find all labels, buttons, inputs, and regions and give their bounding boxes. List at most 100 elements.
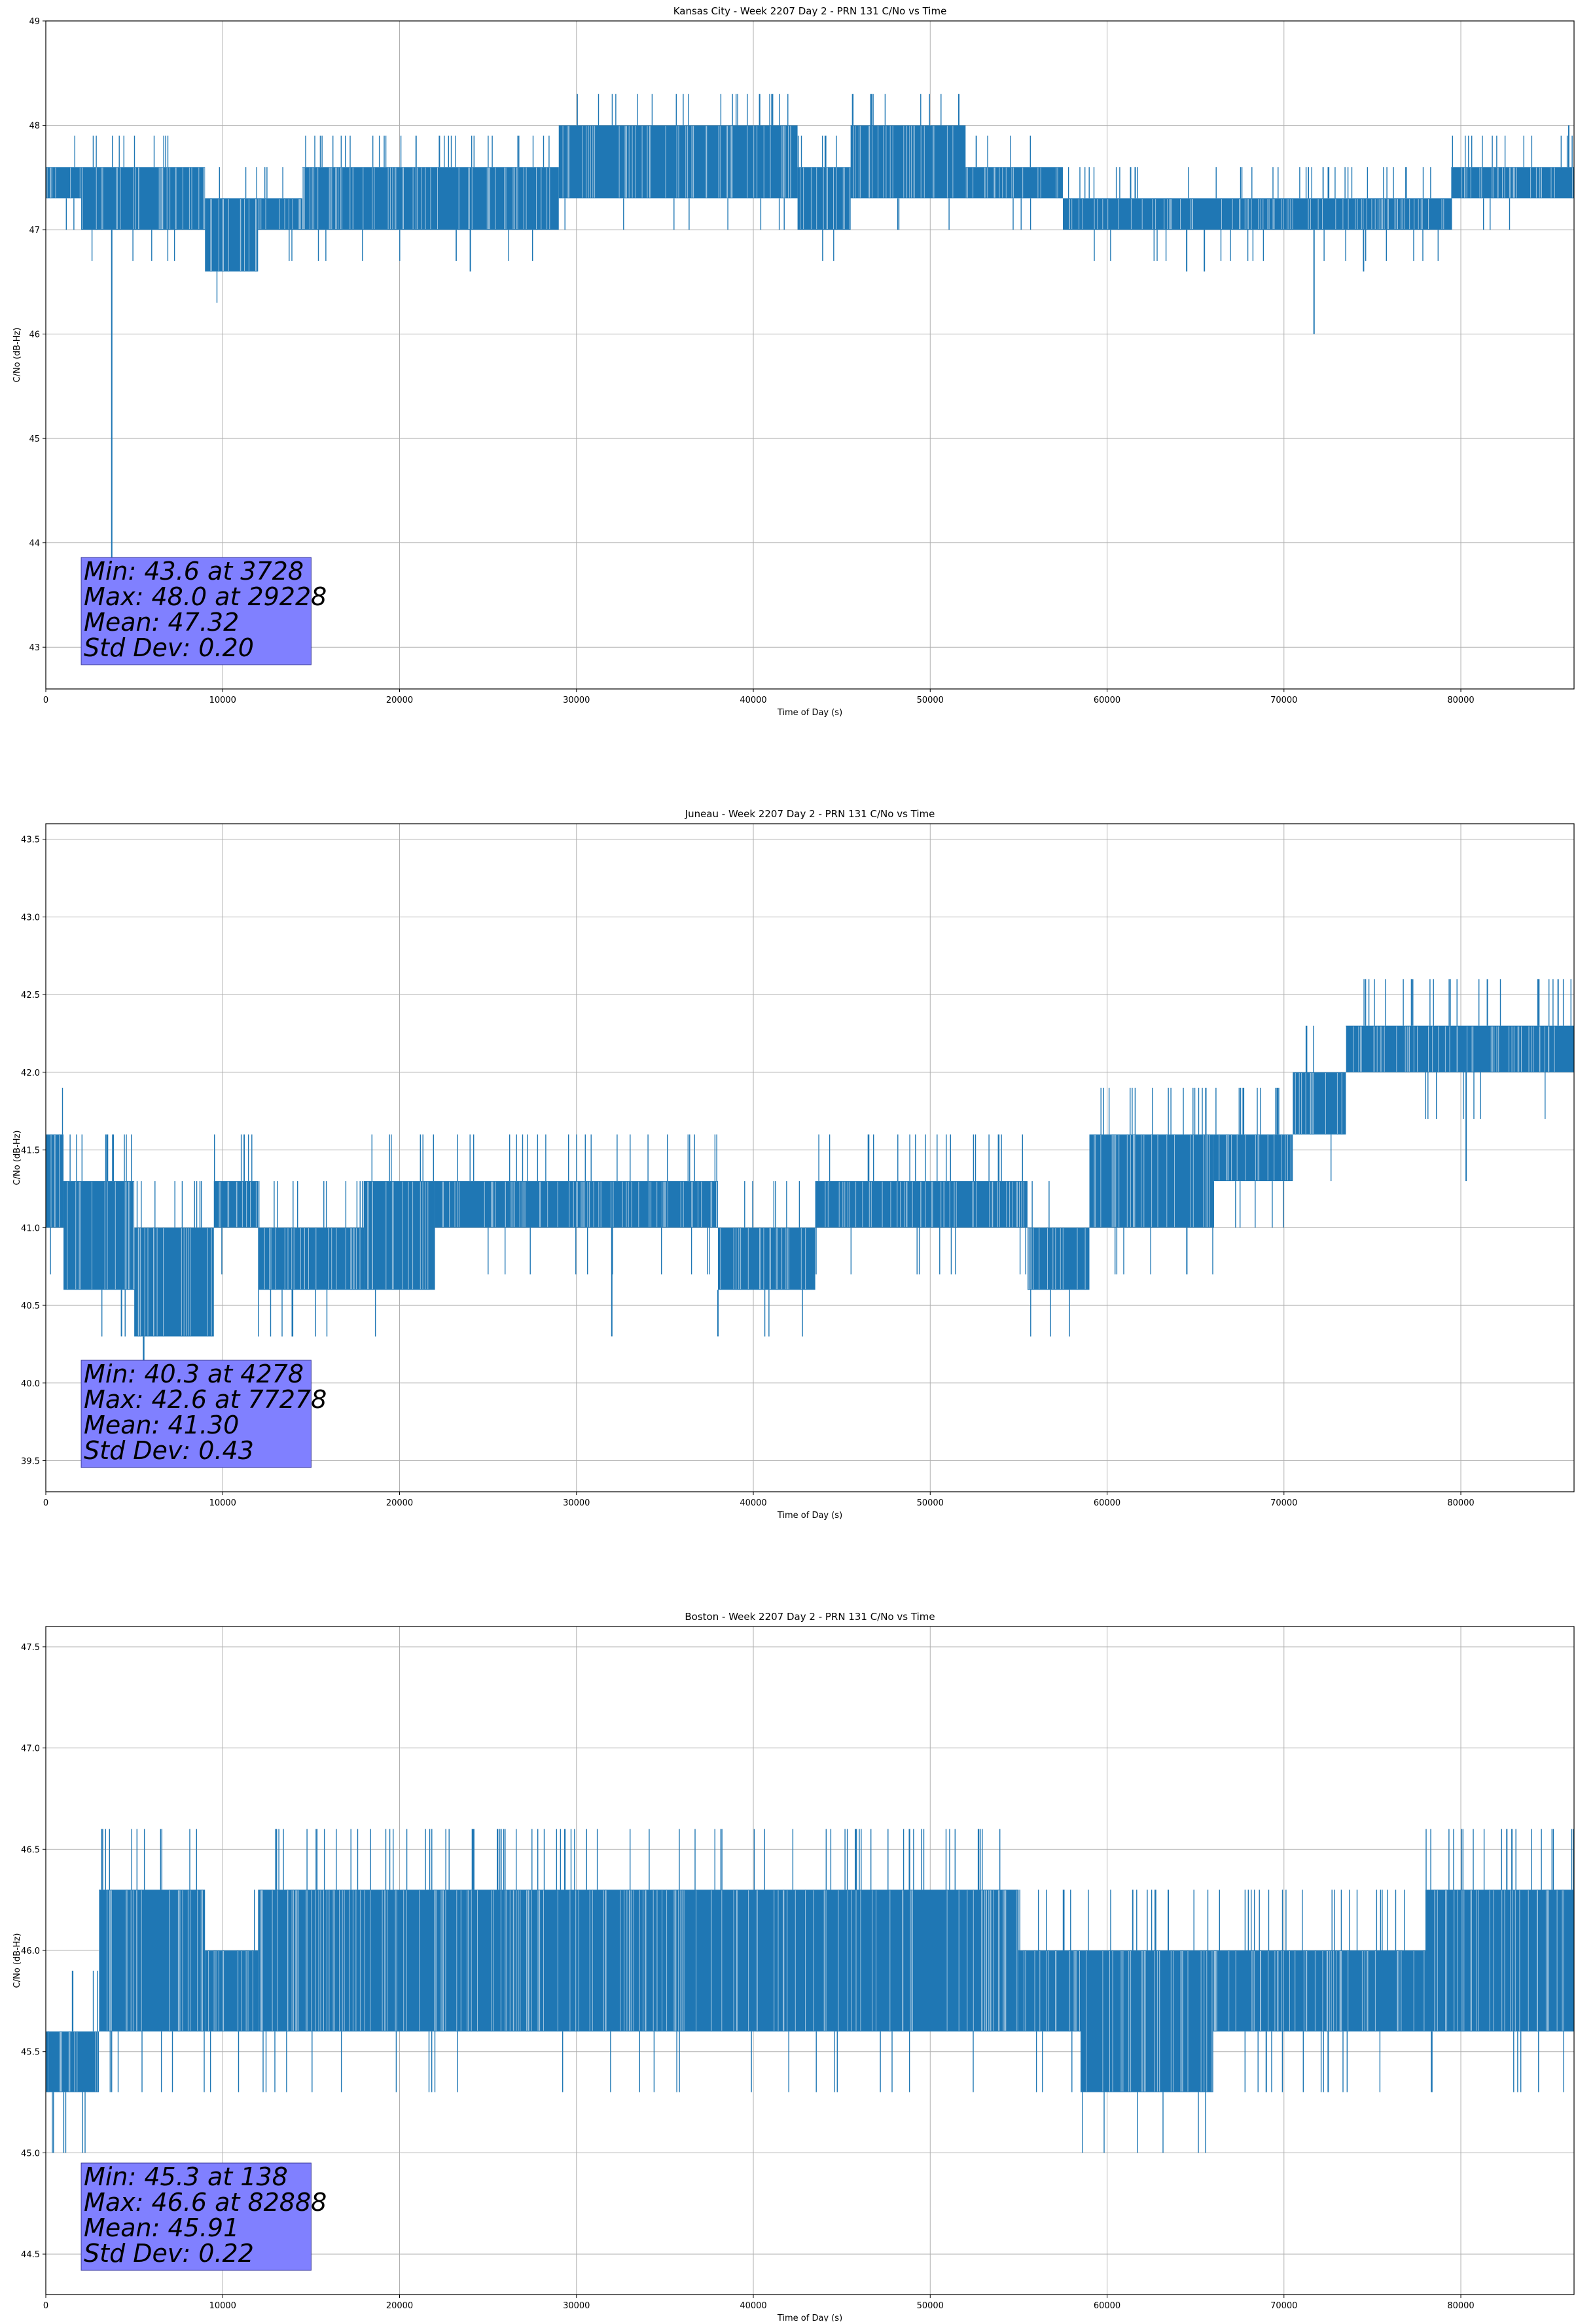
kansas-city-x-tick-label: 80000 [1447, 695, 1474, 705]
kansas-city-stats-line: Mean: 47.32 [84, 608, 239, 637]
juneau-series-line [46, 979, 1574, 1383]
kansas-city-stats-box [81, 557, 312, 665]
boston-series-line [46, 1829, 1574, 2153]
juneau-y-tick-label: 40.0 [21, 1379, 40, 1389]
juneau-axes-frame [45, 823, 1575, 1492]
kansas-city-band-segment [797, 167, 851, 230]
juneau-y-tick-label: 41.5 [21, 1146, 40, 1156]
juneau-stats-line: Min: 40.3 at 4278 [84, 1360, 304, 1388]
juneau-band-segment [213, 1181, 259, 1228]
kansas-city-y-tick-label: 49 [29, 17, 40, 27]
juneau-chart: Juneau - Week 2207 Day 2 - PRN 131 C/No … [12, 808, 1575, 1521]
boston-x-tick-label: 10000 [209, 2301, 236, 2311]
kansas-city-chart-title: Kansas City - Week 2207 Day 2 - PRN 131 … [673, 5, 947, 17]
kansas-city-stats-line: Max: 48.0 at 29228 [84, 582, 327, 611]
kansas-city-band-segment [965, 167, 1063, 199]
boston-x-tick-label: 40000 [740, 2301, 766, 2311]
kansas-city-x-axis-label: Time of Day (s) [777, 708, 842, 718]
kansas-city-chart: Kansas City - Week 2207 Day 2 - PRN 131 … [12, 5, 1575, 718]
boston-x-tick-label: 50000 [917, 2301, 944, 2311]
boston-band-segment [1213, 1950, 1425, 2032]
kansas-city-excursions [65, 94, 1573, 303]
boston-stats-line: Mean: 45.91 [84, 2213, 239, 2242]
boston-band-gaps [48, 1890, 1564, 2092]
boston-band-segment [1080, 1950, 1213, 2092]
boston-excursions [52, 1829, 1574, 2153]
boston-x-tick-label: 70000 [1270, 2301, 1297, 2311]
kansas-city-band-segment [558, 125, 798, 199]
juneau-stats-line: Mean: 41.30 [84, 1411, 239, 1439]
boston-x-tick-label: 30000 [563, 2301, 590, 2311]
boston-stats-line: Min: 45.3 at 138 [84, 2162, 288, 2191]
boston-x-tick-label: 60000 [1094, 2301, 1120, 2311]
boston-band-segment [46, 2031, 99, 2092]
kansas-city-stats-line: Std Dev: 0.20 [84, 633, 254, 662]
kansas-city-band-gaps [46, 126, 1573, 271]
juneau-x-tick-label: 0 [43, 1498, 48, 1508]
kansas-city-x-tick-label: 50000 [917, 695, 944, 705]
boston-stats-line: Std Dev: 0.22 [84, 2239, 254, 2268]
kansas-city-stats-line: Min: 43.6 at 3728 [84, 557, 304, 586]
juneau-band-segment [1443, 1025, 1574, 1072]
kansas-city-x-tick-label: 30000 [563, 695, 590, 705]
juneau-y-tick-label: 42.0 [21, 1068, 40, 1078]
juneau-band-gaps [50, 1026, 1555, 1336]
kansas-city-y-tick-label: 47 [29, 226, 40, 236]
kansas-city-x-tick-label: 20000 [386, 695, 413, 705]
juneau-band-segment [1027, 1227, 1090, 1290]
kansas-city-x-tick-label: 0 [43, 695, 48, 705]
kansas-city-band-segment [258, 198, 302, 230]
juneau-y-tick-label: 42.5 [21, 991, 40, 1000]
kansas-city-axes-frame [45, 20, 1575, 690]
juneau-band-segment [1089, 1134, 1213, 1228]
kansas-city-y-tick-label: 44 [29, 539, 40, 549]
boston-x-tick-label: 0 [43, 2301, 48, 2311]
boston-band-segment [205, 1950, 259, 2032]
kansas-city-y-tick-label: 43 [29, 643, 40, 653]
boston-y-tick-label: 45.5 [21, 2048, 40, 2058]
juneau-x-tick-label: 20000 [386, 1498, 413, 1508]
kansas-city-x-tick-label: 70000 [1270, 695, 1297, 705]
juneau-band-segment [63, 1181, 135, 1290]
juneau-x-axis-label: Time of Day (s) [777, 1511, 842, 1521]
boston-y-tick-label: 47.0 [21, 1744, 40, 1754]
boston-x-axis-label: Time of Day (s) [777, 2314, 842, 2321]
juneau-y-axis-label: C/No (dB-Hz) [12, 1131, 22, 1186]
boston-chart-title: Boston - Week 2207 Day 2 - PRN 131 C/No … [685, 1611, 935, 1623]
juneau-x-tick-label: 10000 [209, 1498, 236, 1508]
kansas-city-x-tick-label: 60000 [1094, 695, 1120, 705]
kansas-city-x-tick-label: 10000 [209, 695, 236, 705]
juneau-y-tick-label: 41.0 [21, 1224, 40, 1233]
kansas-city-series-line [46, 94, 1574, 585]
kansas-city-band-segment [81, 167, 206, 230]
kansas-city-band-segment [850, 125, 966, 199]
juneau-band-segment [134, 1227, 214, 1337]
juneau-x-tick-label: 80000 [1447, 1498, 1474, 1508]
juneau-x-tick-label: 50000 [917, 1498, 944, 1508]
juneau-stats-line: Max: 42.6 at 77278 [84, 1385, 327, 1414]
kansas-city-band-segment [1062, 198, 1452, 230]
boston-y-tick-label: 44.5 [21, 2250, 40, 2260]
juneau-y-tick-label: 40.5 [21, 1301, 40, 1311]
juneau-band-segment [1346, 1025, 1444, 1072]
juneau-stats-box [81, 1360, 312, 1468]
juneau-band-segment [364, 1181, 435, 1290]
boston-chart: Boston - Week 2207 Day 2 - PRN 131 C/No … [12, 1611, 1575, 2323]
juneau-stats-line: Std Dev: 0.43 [84, 1436, 254, 1465]
juneau-y-tick-label: 43.5 [21, 836, 40, 845]
juneau-excursions [50, 979, 1571, 1383]
juneau-y-tick-label: 43.0 [21, 913, 40, 923]
juneau-band-segment [258, 1227, 365, 1290]
boston-y-tick-label: 47.5 [21, 1643, 40, 1653]
boston-band-segment [99, 1890, 206, 2032]
juneau-band-segment [717, 1227, 815, 1290]
boston-axes-frame [45, 1626, 1575, 2295]
boston-y-tick-label: 45.0 [21, 2149, 40, 2158]
boston-y-tick-label: 46.5 [21, 1845, 40, 1855]
juneau-chart-title: Juneau - Week 2207 Day 2 - PRN 131 C/No … [685, 808, 935, 820]
boston-band-segment [258, 1890, 1019, 2032]
juneau-x-tick-label: 70000 [1270, 1498, 1297, 1508]
juneau-band-segment [815, 1181, 1028, 1228]
